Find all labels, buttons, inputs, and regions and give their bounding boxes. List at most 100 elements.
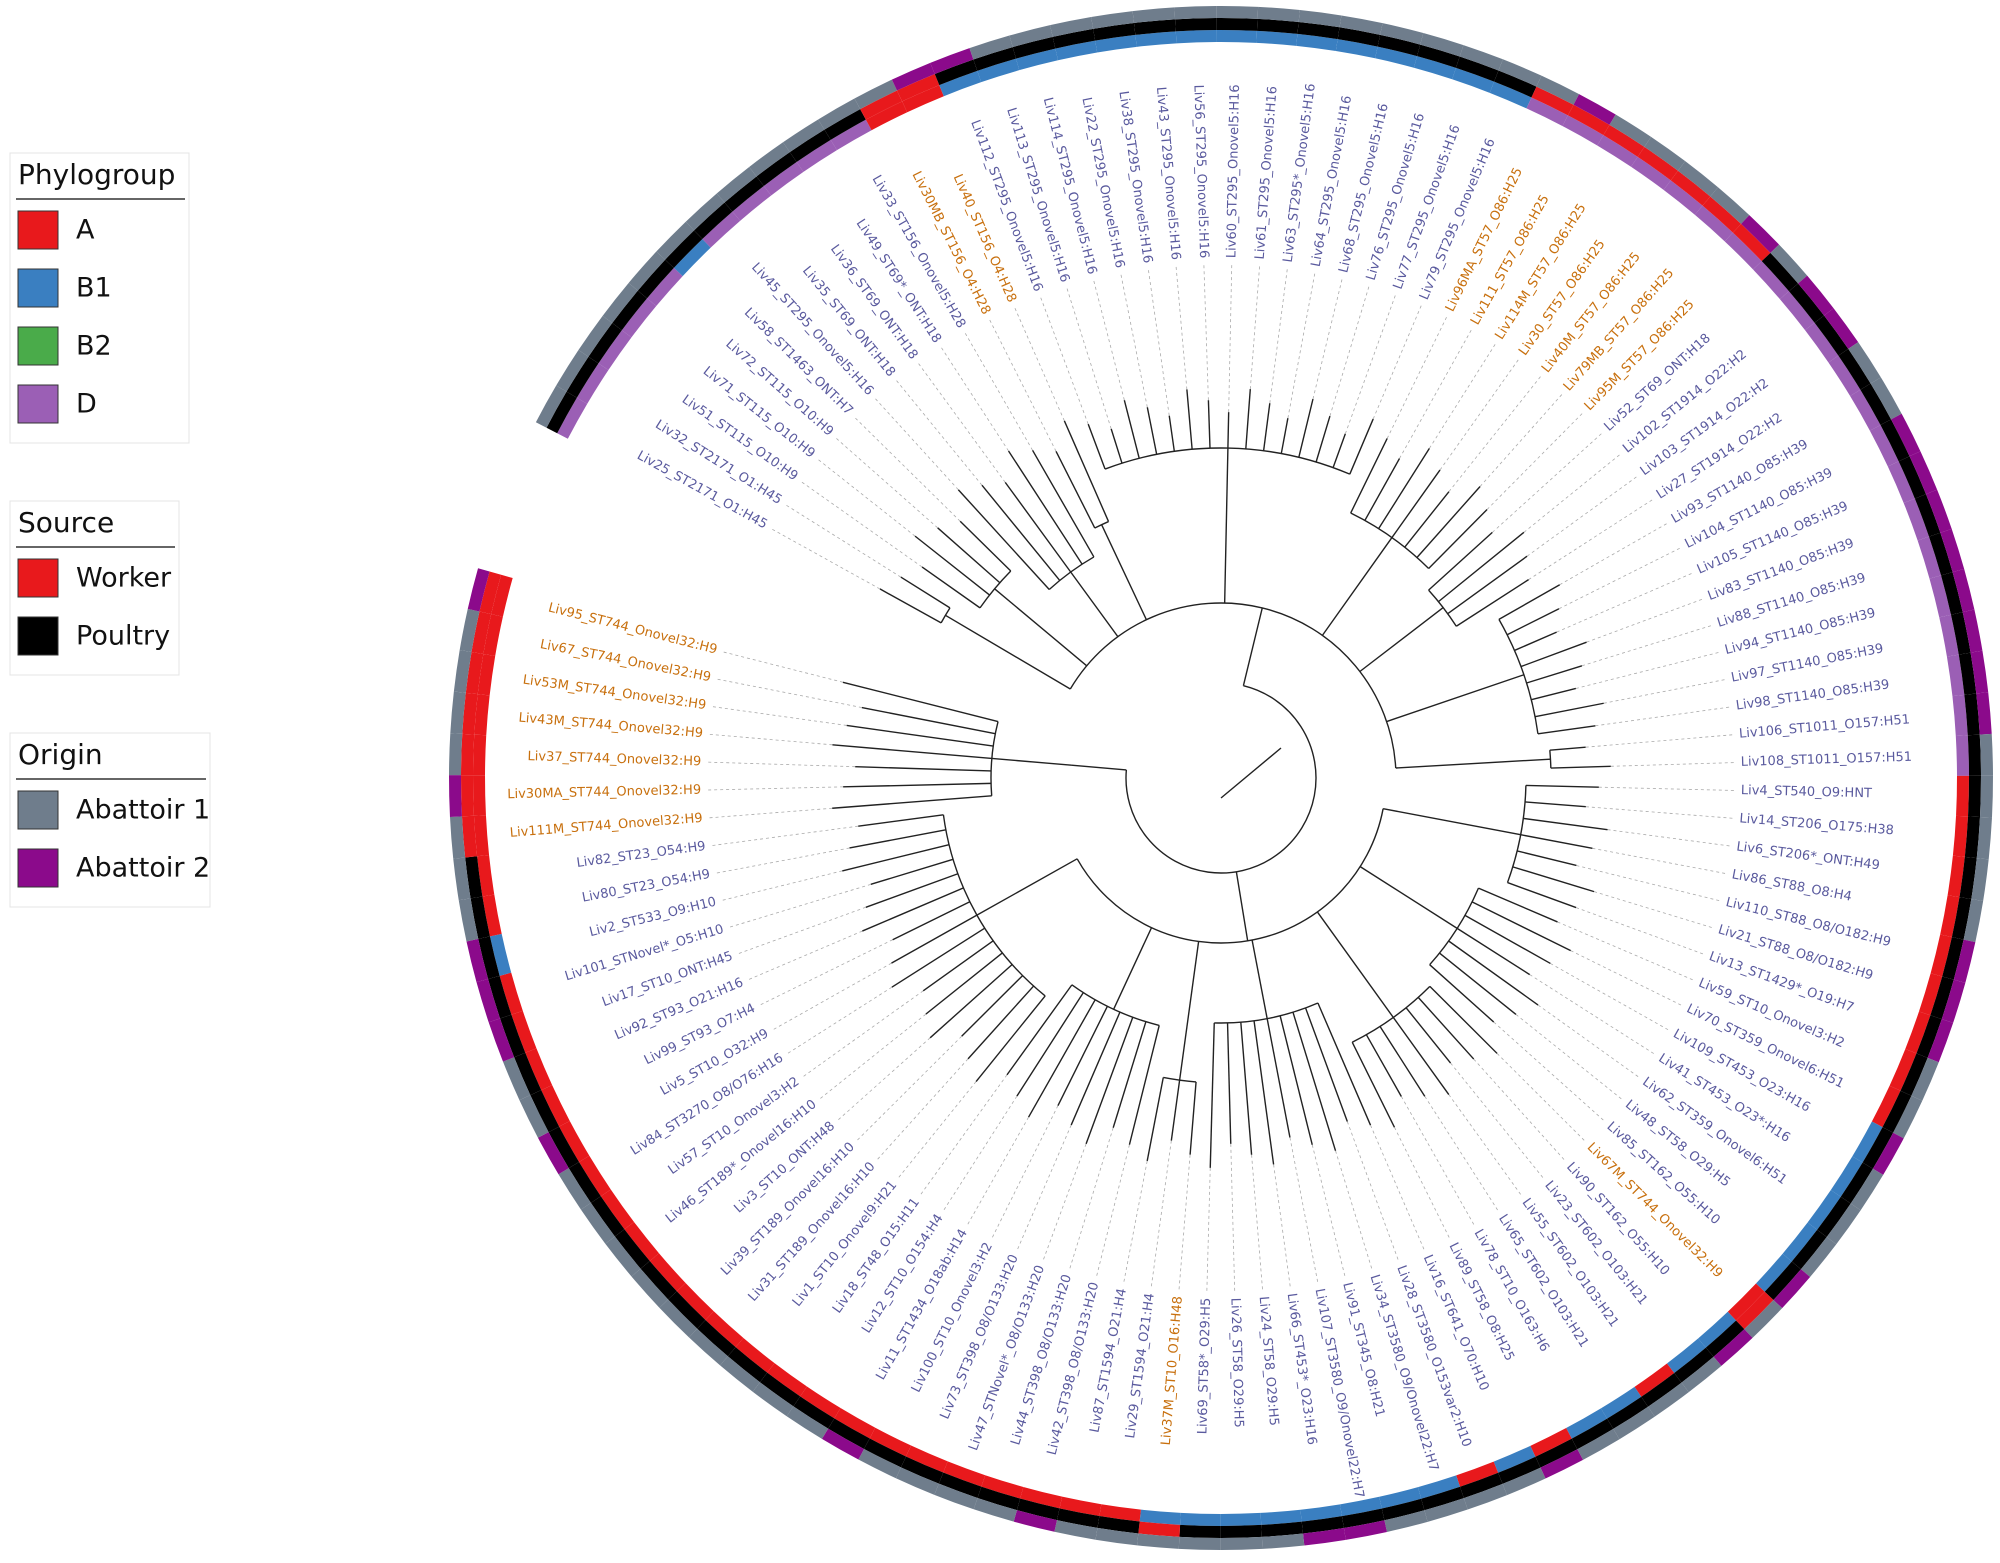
leader [1394, 1127, 1450, 1239]
leader [1014, 307, 1065, 421]
leader [1066, 287, 1112, 429]
branch [1523, 817, 1608, 831]
source-ring [756, 152, 797, 186]
leader [1556, 572, 1693, 633]
source-ring [1052, 28, 1096, 49]
source-ring [1916, 1015, 1942, 1058]
leader [1399, 329, 1473, 459]
origin-ring [1384, 1510, 1428, 1532]
branch [1070, 571, 1119, 638]
origin-ring [449, 775, 462, 817]
source-ring [546, 391, 577, 434]
origin-ring [1891, 413, 1921, 457]
leader [876, 1058, 969, 1161]
source-ring [461, 775, 474, 817]
origin-ring [1459, 45, 1503, 71]
leader [940, 346, 1009, 452]
source-ring [568, 1161, 601, 1203]
origin-ring [1872, 1132, 1904, 1175]
source-ring [1175, 18, 1217, 32]
origin-ring [1644, 136, 1686, 171]
source-ring [1862, 1127, 1894, 1169]
phylogroup-ring [1947, 855, 1965, 898]
phylogroup-ring [1095, 34, 1137, 53]
branch [1514, 631, 1557, 652]
phylogroup-ring [1175, 30, 1217, 44]
branch [1207, 400, 1211, 449]
origin-ring [1216, 6, 1259, 19]
leaf-label: Liv82_ST23_O54:H9 [576, 839, 707, 871]
source-ring [1341, 1508, 1385, 1529]
phylogroup-ring [676, 1282, 714, 1320]
leader [1585, 734, 1734, 748]
branch [1464, 914, 1551, 965]
origin-ring [1050, 17, 1094, 37]
leader [1598, 786, 1735, 791]
origin-ring [1678, 161, 1719, 197]
phylogroup-ring [557, 397, 588, 439]
phylogroup-ring [1952, 694, 1968, 736]
origin-ring [1091, 11, 1134, 29]
origin-ring [1424, 1498, 1468, 1522]
source-ring [1494, 70, 1537, 98]
phylogroup-ring [1055, 40, 1098, 61]
leader [1335, 1150, 1373, 1270]
source-ring [548, 1126, 580, 1169]
leader [1575, 907, 1704, 955]
origin-ring [1909, 451, 1938, 495]
origin-ring [519, 1095, 549, 1138]
branch [1110, 428, 1123, 464]
source-ring [938, 1472, 982, 1498]
leader [1206, 1167, 1211, 1292]
leader [1586, 598, 1703, 643]
phylogroup-ring [482, 894, 502, 937]
branch [891, 927, 986, 988]
leader [748, 930, 863, 981]
branch [1087, 423, 1106, 470]
leader [1289, 1137, 1319, 1283]
source-ring [1914, 494, 1941, 537]
branch [1004, 481, 1072, 573]
branch [914, 535, 991, 596]
branch [1186, 389, 1193, 450]
phylogroup-ring [579, 1155, 611, 1197]
phylogroup-ring [1903, 498, 1929, 541]
leader [895, 379, 983, 486]
branch [1350, 438, 1388, 514]
branch [1405, 1007, 1452, 1064]
phylogroup-ring [1016, 48, 1058, 71]
legend-swatch [17, 210, 59, 250]
leader [1230, 1143, 1236, 1292]
origin-ring [1800, 1237, 1837, 1277]
phylogroup-ring [902, 85, 944, 113]
source-ring [1256, 18, 1299, 34]
origin-ring [858, 1448, 901, 1479]
leader [1040, 296, 1089, 425]
phylogroup-ring [1694, 205, 1733, 242]
phylogroup-ring [1566, 1408, 1608, 1439]
leaf-label: Liv4_ST540_O9:HNT [1741, 783, 1873, 801]
legend-item: Worker [76, 563, 172, 594]
leader [856, 1035, 962, 1141]
leader [1607, 829, 1731, 847]
branch [1240, 1022, 1253, 1155]
branch [870, 858, 954, 886]
leader [1016, 1124, 1072, 1251]
branch [862, 887, 964, 932]
branch [1128, 1025, 1160, 1145]
branch [1428, 509, 1488, 569]
branch [1027, 999, 1096, 1118]
branch [846, 724, 994, 747]
source-ring [1261, 1521, 1304, 1537]
leader [1228, 264, 1233, 413]
leader [1424, 1096, 1499, 1212]
leaf-label: Liv16_ST641_O70:H10 [1420, 1253, 1492, 1394]
branch [900, 576, 951, 609]
leaf-label: Liv111M_ST744_Onovel32:H9 [509, 811, 703, 841]
legend-swatch [17, 848, 59, 888]
origin-ring [1741, 215, 1780, 253]
leaf-label: Liv14_ST206_O175:H38 [1739, 811, 1895, 838]
branch [843, 782, 992, 788]
source-ring [1133, 19, 1176, 35]
leader [771, 528, 881, 590]
